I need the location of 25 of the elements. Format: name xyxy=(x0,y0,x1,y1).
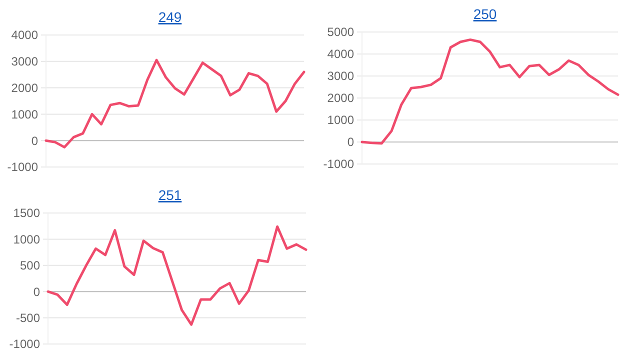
y-tick-label: 3000 xyxy=(11,54,38,69)
y-tick-label: 0 xyxy=(31,134,38,148)
y-tick-label: 0 xyxy=(347,135,354,150)
y-tick-label: 0 xyxy=(33,284,40,299)
y-tick-label: 500 xyxy=(20,258,40,273)
y-tick-label: 1500 xyxy=(13,206,40,220)
y-tick-label: 2000 xyxy=(11,81,38,95)
chart-title: 250 xyxy=(473,6,497,22)
y-tick-label: -1000 xyxy=(9,337,40,352)
y-tick-label: 4000 xyxy=(11,28,38,42)
line-series xyxy=(44,58,306,148)
line-series xyxy=(46,225,308,326)
line-series xyxy=(360,38,620,145)
y-tick-label: 1000 xyxy=(327,113,354,128)
chart-title: 249 xyxy=(158,9,182,25)
y-tick-label: 2000 xyxy=(327,91,354,106)
y-tick-label: 3000 xyxy=(327,69,354,84)
y-tick-label: -1000 xyxy=(7,160,38,174)
y-tick-label: -500 xyxy=(16,311,40,325)
y-tick-label: -1000 xyxy=(323,157,354,172)
chart-title: 251 xyxy=(158,187,182,203)
y-tick-label: 1000 xyxy=(11,107,38,122)
y-tick-label: 1000 xyxy=(13,232,40,246)
y-tick-label: 5000 xyxy=(327,25,354,40)
y-tick-label: 4000 xyxy=(327,47,354,62)
